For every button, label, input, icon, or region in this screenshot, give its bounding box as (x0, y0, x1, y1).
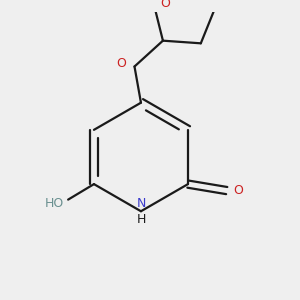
Text: O: O (117, 57, 127, 70)
Text: H: H (136, 212, 146, 226)
Text: O: O (233, 184, 243, 197)
Text: N: N (136, 197, 146, 210)
Text: O: O (160, 0, 170, 10)
Text: HO: HO (44, 197, 64, 210)
